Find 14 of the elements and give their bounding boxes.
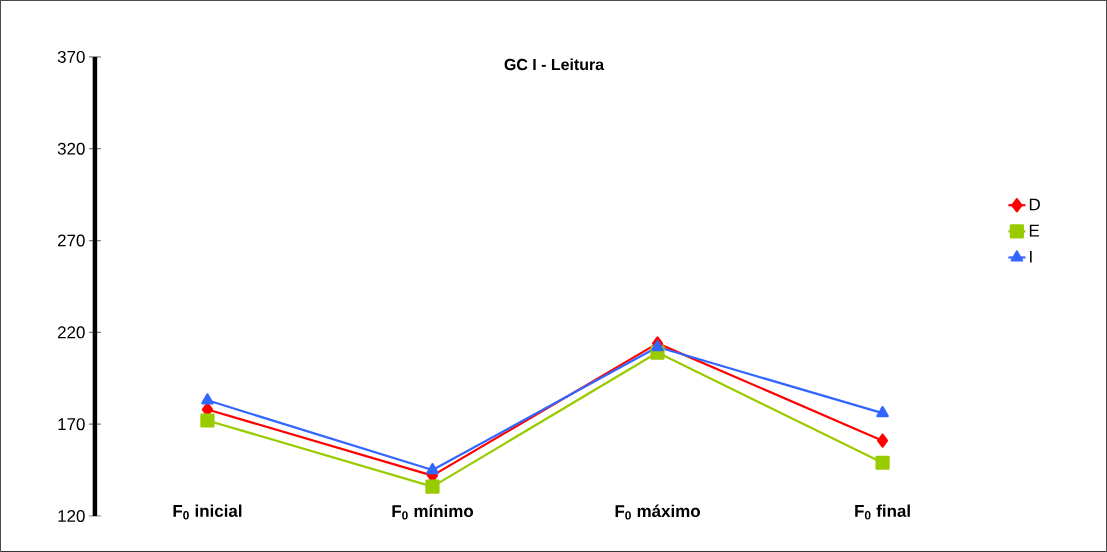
y-tick-label: 320 — [57, 142, 85, 155]
x-tick-label: F$_{0}$ final — [855, 504, 910, 520]
y-tick-label: 370 — [57, 50, 85, 63]
legend-label: I — [1030, 250, 1032, 263]
chart-title: GC I - Leitura — [504, 58, 605, 71]
y-tick-label: 270 — [58, 234, 85, 247]
y-tick-label: 120 — [58, 510, 85, 523]
x-tick-label: F$_{0}$ mínimo — [392, 504, 474, 520]
y-tick-label: 220 — [58, 326, 85, 339]
legend-label: D — [1029, 198, 1040, 211]
x-tick-label: F$_{0}$ inicial — [173, 504, 242, 520]
x-tick-label: F$_{0}$ máximo — [615, 504, 700, 520]
y-tick-label: 170 — [58, 418, 85, 431]
legend-label: E — [1029, 224, 1040, 237]
